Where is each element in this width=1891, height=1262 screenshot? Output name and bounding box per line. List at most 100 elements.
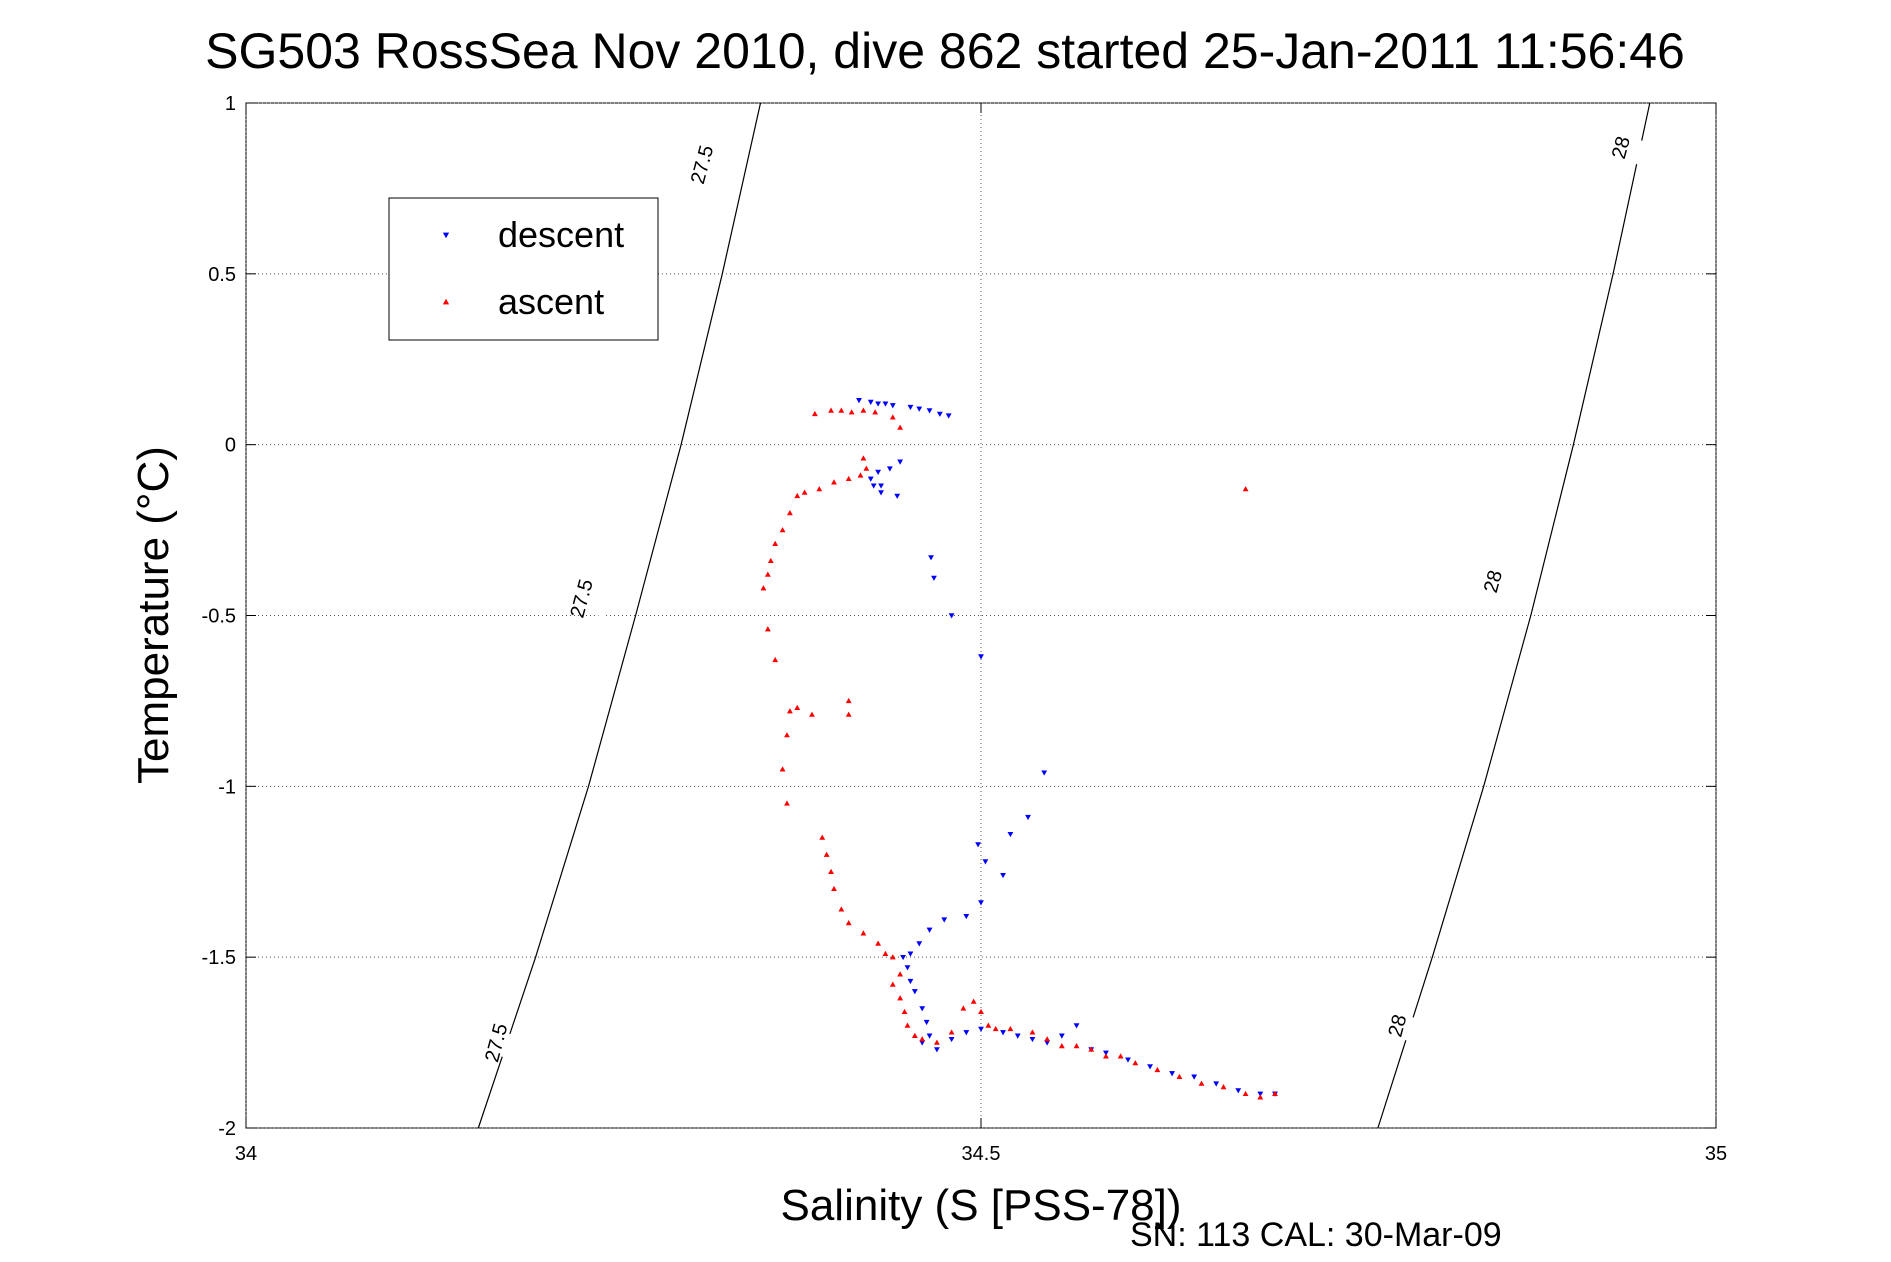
ascent-point xyxy=(767,557,774,564)
ascent-point xyxy=(760,585,767,591)
descent-point xyxy=(875,401,882,407)
ascent-point xyxy=(1220,1083,1227,1090)
descent-point xyxy=(897,459,904,465)
ascent-point xyxy=(831,479,837,485)
descent-point xyxy=(1000,1030,1006,1036)
ascent-point xyxy=(1029,1029,1036,1035)
x-axis-label: Salinity (S [PSS-78]) xyxy=(780,1181,1181,1230)
y-tick-label: 0.5 xyxy=(208,264,236,286)
ascent-point xyxy=(889,954,896,960)
descent-point xyxy=(875,469,882,476)
ascent-point xyxy=(978,1008,984,1015)
descent-point xyxy=(900,954,906,961)
descent-point xyxy=(919,1006,926,1012)
descent-point xyxy=(1058,1033,1065,1039)
descent-point xyxy=(1029,1036,1036,1043)
ascent-point xyxy=(1117,1053,1124,1059)
contour-label-mask xyxy=(552,580,610,617)
ascent-point xyxy=(919,1036,926,1042)
ascent-point xyxy=(857,472,864,478)
ascent-point xyxy=(985,1022,992,1028)
ascent-point xyxy=(901,1008,908,1015)
ascent-point xyxy=(786,509,793,516)
ascent-point xyxy=(794,492,801,499)
ascent-point xyxy=(816,486,823,492)
ascent-point xyxy=(1132,1060,1139,1066)
legend-label-ascent: ascent xyxy=(498,281,604,322)
ascent-point xyxy=(897,971,904,977)
descent-point xyxy=(856,398,862,404)
descent-point xyxy=(978,900,984,906)
axis-ticks: 34 34.5 35 1 0.5 0 -0.5 -1 -1.5 -2 xyxy=(202,93,1728,1165)
ascent-point xyxy=(779,766,786,772)
ascent-point xyxy=(801,489,808,495)
density-contour-line xyxy=(1377,102,1651,1129)
ascent-point xyxy=(1073,1042,1080,1049)
ascent-point xyxy=(1272,1090,1278,1097)
contour-label-mask xyxy=(673,146,730,183)
descent-point xyxy=(886,466,893,472)
ascent-point xyxy=(845,697,852,704)
descent-point xyxy=(916,406,923,412)
ascent-point xyxy=(1242,486,1249,492)
descent-point xyxy=(936,411,943,417)
ascent-point xyxy=(889,981,896,987)
y-tick-label: -2 xyxy=(218,1118,236,1140)
y-tick-label: -1.5 xyxy=(202,947,236,969)
descent-point xyxy=(867,399,874,405)
density-contour-line xyxy=(477,102,762,1129)
ascent-point xyxy=(960,1005,967,1011)
ascent-point xyxy=(872,409,879,415)
ascent-point xyxy=(1257,1094,1264,1100)
ascent-point xyxy=(897,424,904,430)
ascent-point xyxy=(860,930,867,936)
ascent-point xyxy=(784,732,790,738)
descent-point xyxy=(878,483,884,489)
descent-point xyxy=(975,842,981,848)
descent-point xyxy=(978,1026,984,1032)
ascent-point xyxy=(828,868,834,874)
descent-point xyxy=(982,859,989,865)
ascent-point xyxy=(1176,1073,1183,1079)
descent-point xyxy=(926,927,933,933)
descent-point xyxy=(926,1033,933,1039)
ascent-point xyxy=(779,527,786,533)
descent-point xyxy=(1014,1033,1021,1039)
ascent-point xyxy=(970,998,977,1004)
descent-point xyxy=(926,408,933,414)
ascent-point xyxy=(811,410,818,417)
ascent-point xyxy=(828,407,834,413)
descent-point xyxy=(1191,1074,1198,1080)
ascent-point xyxy=(831,885,837,892)
chart-title: SG503 RossSea Nov 2010, dive 862 started… xyxy=(205,23,1685,79)
descent-point xyxy=(1147,1064,1153,1070)
ascent-point xyxy=(845,475,852,482)
descent-point xyxy=(894,493,901,499)
descent-point xyxy=(1103,1050,1109,1056)
ascent-point xyxy=(823,851,830,857)
ascent-point xyxy=(784,800,790,806)
descent-point xyxy=(916,941,923,947)
ascent-point xyxy=(848,409,855,415)
contour-label-mask xyxy=(1464,563,1521,600)
data-points xyxy=(760,398,1278,1100)
ascent-point xyxy=(860,407,867,413)
descent-point xyxy=(907,951,914,957)
descent-point xyxy=(907,978,914,985)
ascent-point xyxy=(897,995,904,1001)
descent-point xyxy=(931,575,937,581)
ascent-point xyxy=(1103,1053,1109,1059)
descent-point xyxy=(978,654,984,660)
ascent-point xyxy=(819,834,826,840)
descent-point xyxy=(948,1036,955,1043)
ascent-point xyxy=(992,1025,999,1032)
descent-point xyxy=(933,1047,940,1053)
y-tick-label: 0 xyxy=(225,435,236,457)
descent-point xyxy=(907,404,914,411)
descent-point xyxy=(1257,1091,1264,1097)
descent-point xyxy=(963,913,970,920)
y-tick-label: -0.5 xyxy=(202,606,236,628)
ascent-point xyxy=(1088,1046,1095,1052)
descent-point xyxy=(904,965,911,971)
descent-point xyxy=(928,555,934,561)
